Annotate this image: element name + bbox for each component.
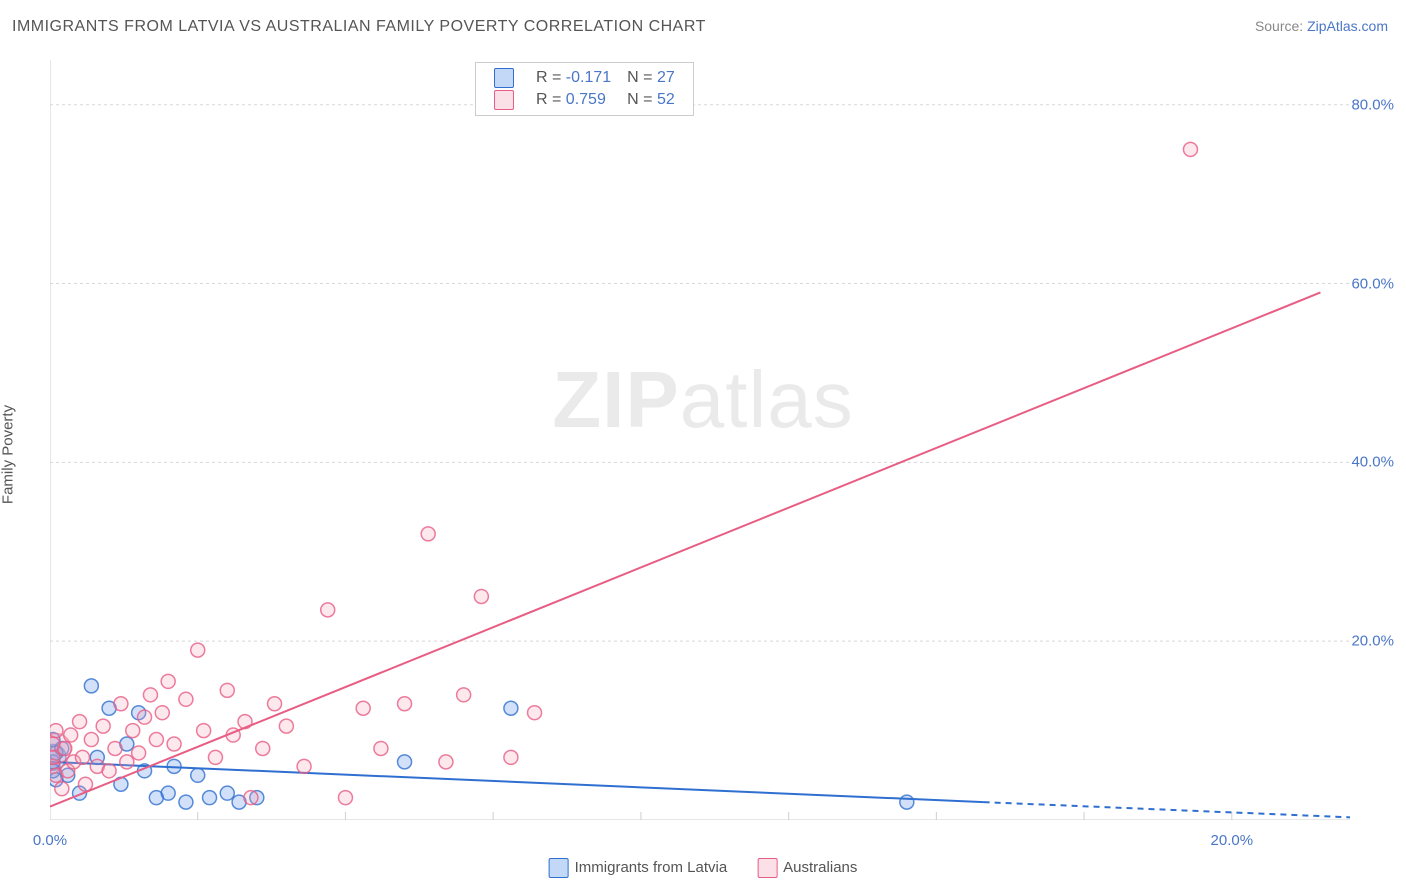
source-link[interactable]: ZipAtlas.com [1307, 18, 1388, 34]
legend-swatch [494, 90, 514, 110]
r-label: R = -0.171 [528, 67, 619, 89]
legend-item: Australians [757, 858, 857, 878]
legend-swatch [757, 858, 777, 878]
y-tick-label: 40.0% [1351, 454, 1394, 471]
scatter-svg [50, 60, 1350, 820]
chart-plot-area [50, 60, 1350, 820]
n-label: N = 52 [619, 89, 683, 111]
n-label: N = 27 [619, 67, 683, 89]
series-legend: Immigrants from Latvia Australians [549, 858, 858, 878]
x-tick-label: 0.0% [33, 832, 67, 849]
y-axis-label: Family Poverty [0, 405, 17, 504]
x-tick-label: 20.0% [1211, 832, 1254, 849]
legend-swatch [494, 68, 514, 88]
legend-swatch [549, 858, 569, 878]
source-credit: Source: ZipAtlas.com [1255, 18, 1388, 34]
r-label: R = 0.759 [528, 89, 619, 111]
legend-item: Immigrants from Latvia [549, 858, 728, 878]
source-prefix: Source: [1255, 18, 1307, 34]
chart-title: IMMIGRANTS FROM LATVIA VS AUSTRALIAN FAM… [12, 18, 706, 36]
y-tick-label: 20.0% [1351, 633, 1394, 650]
y-tick-label: 60.0% [1351, 275, 1394, 292]
correlation-legend-box: R = -0.171N = 27R = 0.759N = 52 [475, 62, 694, 116]
y-tick-label: 80.0% [1351, 96, 1394, 113]
